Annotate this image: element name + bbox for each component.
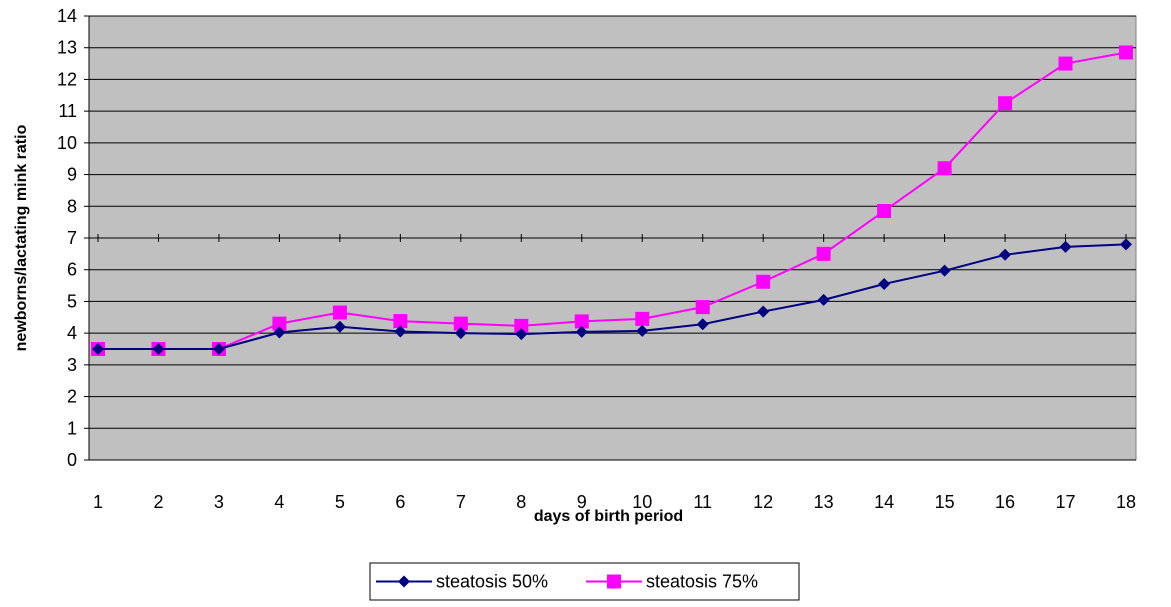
x-tick-labels: 1 2 3 4 5 6 7 8 9 10 11 12 13 14 15 16 17 18 xyxy=(93,492,1136,512)
x-axis-title: days of birth period xyxy=(534,508,683,525)
legend-item-0: steatosis 50% xyxy=(376,572,548,592)
x-tick-label-4: 5 xyxy=(335,492,345,512)
y-tick-label-13: 13 xyxy=(57,38,77,58)
x-tick-label-12: 13 xyxy=(814,492,834,512)
x-tick-label-0: 1 xyxy=(93,492,103,512)
y-tick-label-11: 11 xyxy=(58,101,77,121)
x-tick-label-1: 2 xyxy=(153,492,163,512)
series-line-0 xyxy=(98,243,1127,350)
series-1 xyxy=(91,45,1133,356)
series-1-point-14 xyxy=(937,161,952,176)
legend-label-1: steatosis 75% xyxy=(646,572,758,592)
y-tick-label-7: 7 xyxy=(67,228,77,248)
series-1-point-6 xyxy=(453,316,468,331)
series-1-point-13 xyxy=(877,204,892,219)
series-0-point-8 xyxy=(575,325,588,338)
series-0-point-0 xyxy=(92,343,104,355)
x-tick-label-5: 6 xyxy=(395,492,405,512)
series-1-point-11 xyxy=(756,274,771,289)
x-tick-label-7: 8 xyxy=(516,492,526,512)
legend-label-0: steatosis 50% xyxy=(436,572,548,592)
legend-item-1: steatosis 75% xyxy=(586,572,758,592)
series-1-point-10 xyxy=(695,300,710,315)
y-tick-label-6: 6 xyxy=(67,260,77,280)
series-1-point-16 xyxy=(1058,56,1073,71)
y-tick-label-3: 3 xyxy=(67,355,77,375)
series xyxy=(91,45,1133,356)
series-1-point-15 xyxy=(998,96,1013,111)
series-0-point-5 xyxy=(394,325,407,338)
x-tick-label-13: 14 xyxy=(874,492,894,512)
series-1-point-3 xyxy=(272,316,287,331)
series-0-point-1 xyxy=(152,343,165,355)
x-tick-label-11: 12 xyxy=(753,492,773,512)
series-0-point-7 xyxy=(515,328,528,341)
y-tick-label-9: 9 xyxy=(67,165,77,185)
x-tick-label-3: 4 xyxy=(274,492,284,512)
series-0-point-14 xyxy=(938,264,951,277)
series-0-point-2 xyxy=(212,343,225,355)
series-0-point-13 xyxy=(878,277,891,290)
x-tick-label-15: 16 xyxy=(995,492,1015,512)
series-0-point-15 xyxy=(999,248,1012,261)
x-tick-label-16: 17 xyxy=(1056,492,1076,512)
x-tick-label-17: 18 xyxy=(1116,492,1136,512)
series-0-point-11 xyxy=(757,305,770,318)
series-0-point-10 xyxy=(696,318,709,331)
x-tick-label-2: 3 xyxy=(214,492,224,512)
series-1-point-12 xyxy=(816,246,831,261)
series-0-point-17 xyxy=(1120,238,1132,251)
x-tick-label-8: 9 xyxy=(577,492,587,512)
axes xyxy=(88,16,1136,461)
y-tick-label-2: 2 xyxy=(67,387,77,407)
series-1-point-9 xyxy=(635,311,650,326)
series-0-point-12 xyxy=(817,293,830,306)
series-1-point-5 xyxy=(393,314,408,329)
series-1-point-17 xyxy=(1119,45,1133,60)
y-tick-label-1: 1 xyxy=(67,418,77,438)
y-tick-label-5: 5 xyxy=(67,291,77,311)
series-0-point-4 xyxy=(333,320,346,333)
series-1-point-7 xyxy=(514,318,529,333)
legend-items: steatosis 50% steatosis 75% xyxy=(376,572,758,592)
legend-box xyxy=(369,562,800,601)
x-tick-label-10: 11 xyxy=(693,492,712,512)
y-tick-label-0: 0 xyxy=(67,450,77,470)
y-tick-label-12: 12 xyxy=(57,69,77,89)
x-tick-label-9: 10 xyxy=(632,492,652,512)
series-0 xyxy=(92,238,1132,355)
gridlines xyxy=(84,15,1136,461)
legend-marker-0 xyxy=(398,575,410,588)
series-1-point-4 xyxy=(332,305,347,320)
y-tick-label-10: 10 xyxy=(57,133,77,153)
series-0-point-6 xyxy=(454,327,467,340)
series-1-point-8 xyxy=(574,314,589,329)
series-0-point-16 xyxy=(1059,240,1072,253)
y-tick-label-14: 14 xyxy=(57,6,77,26)
x-tick-label-6: 7 xyxy=(456,492,466,512)
series-line-1 xyxy=(98,51,1127,350)
x-tick-label-14: 15 xyxy=(935,492,955,512)
y-axis-title: newborns/lactating mink ratio xyxy=(13,124,30,351)
legend-marker-1 xyxy=(607,574,621,589)
legend: steatosis 50% steatosis 75% xyxy=(369,562,800,601)
y-tick-label-4: 4 xyxy=(67,323,77,343)
y-tick-label-8: 8 xyxy=(67,196,77,216)
series-0-point-9 xyxy=(636,324,649,337)
series-0-point-3 xyxy=(273,326,286,339)
